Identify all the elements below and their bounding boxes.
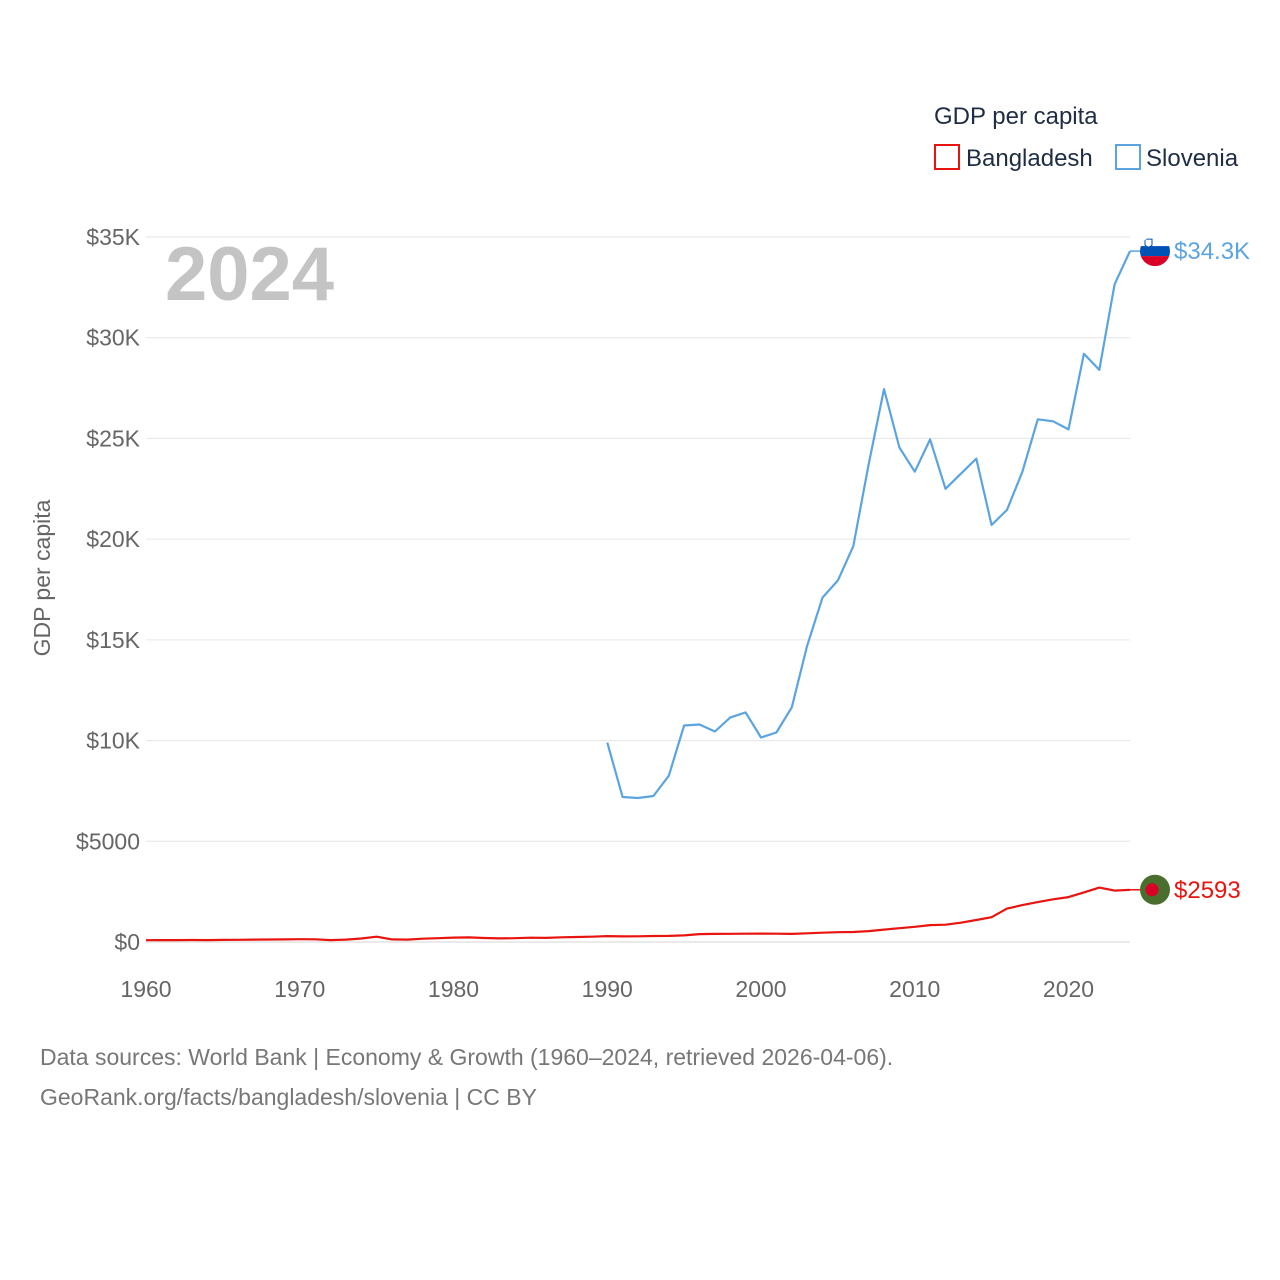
y-tick-label: $0 xyxy=(114,929,140,955)
x-tick-label: 1980 xyxy=(428,976,479,1002)
footer-sources: Data sources: World Bank | Economy & Gro… xyxy=(40,1044,894,1070)
x-tick-label: 2020 xyxy=(1043,976,1094,1002)
y-axis-ticks: $0 $5000 $10K $15K $20K $25K $30K $35K xyxy=(76,224,141,955)
y-tick-label: $30K xyxy=(86,325,140,351)
grid-lines xyxy=(146,236,1130,943)
end-markers: $2593 $34.3K xyxy=(1130,236,1250,905)
series-line-slovenia[interactable] xyxy=(606,250,1131,800)
legend-title: GDP per capita xyxy=(934,103,1098,130)
y-tick-label: $25K xyxy=(86,425,140,451)
legend[interactable]: GDP per capita Bangladesh Slovenia xyxy=(934,103,1239,172)
series-lines xyxy=(145,250,1131,942)
x-axis-ticks: 1960 1970 1980 1990 2000 2010 2020 xyxy=(120,976,1094,1002)
x-tick-label: 2000 xyxy=(735,976,786,1002)
legend-swatch-bangladesh[interactable] xyxy=(934,144,960,170)
footer-link[interactable]: GeoRank.org/facts/bangladesh/slovenia | … xyxy=(40,1084,537,1110)
y-tick-label: $35K xyxy=(86,224,140,250)
y-tick-label: $20K xyxy=(86,526,140,552)
series-line-bangladesh[interactable] xyxy=(145,886,1131,942)
x-tick-label: 1960 xyxy=(120,976,171,1002)
legend-swatch-slovenia[interactable] xyxy=(1115,144,1141,170)
x-tick-label: 2010 xyxy=(889,976,940,1002)
y-tick-label: $15K xyxy=(86,627,140,653)
legend-label-bangladesh[interactable]: Bangladesh xyxy=(966,145,1093,172)
y-tick-label: $10K xyxy=(86,728,140,754)
bangladesh-flag-icon xyxy=(1140,874,1170,905)
y-tick-label: $5000 xyxy=(76,828,140,854)
year-label: 2024 xyxy=(165,232,334,317)
x-tick-label: 1990 xyxy=(582,976,633,1002)
end-label-slovenia: $34.3K xyxy=(1174,238,1250,265)
y-axis-label: GDP per capita xyxy=(29,499,55,656)
legend-label-slovenia[interactable]: Slovenia xyxy=(1146,145,1239,172)
slovenia-flag-icon xyxy=(1140,236,1170,267)
end-label-bangladesh: $2593 xyxy=(1174,877,1241,904)
x-tick-label: 1970 xyxy=(274,976,325,1002)
